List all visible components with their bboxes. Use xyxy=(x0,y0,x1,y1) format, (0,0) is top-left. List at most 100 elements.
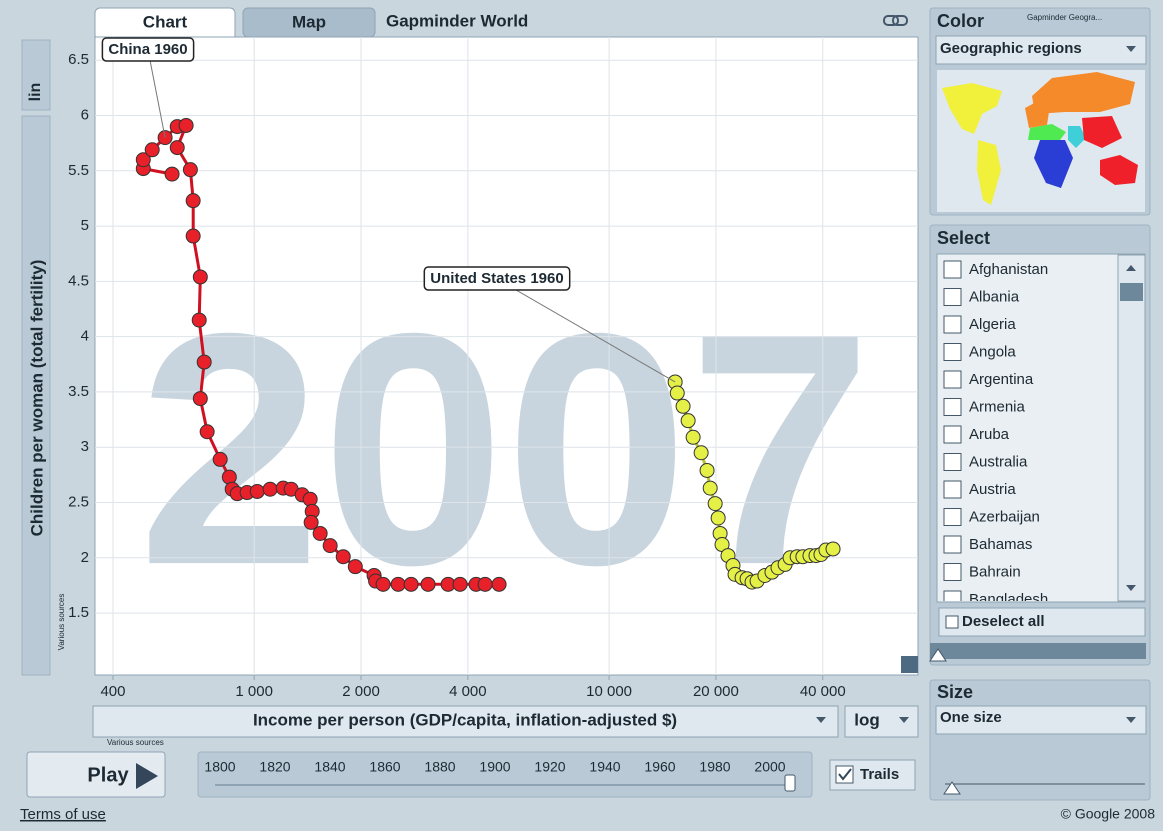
trail-point xyxy=(185,228,201,244)
x-tick-label: 400 xyxy=(100,683,125,700)
app-title: Gapminder World xyxy=(386,11,528,30)
scrollbar[interactable] xyxy=(1117,254,1146,602)
size-selection[interactable]: One size xyxy=(940,709,1002,726)
x-axis-selector[interactable] xyxy=(92,705,839,738)
y-scale-panel[interactable] xyxy=(21,39,51,111)
play-button[interactable] xyxy=(26,751,166,798)
select-title: Select xyxy=(937,228,990,248)
country-name[interactable]: Bangladesh xyxy=(969,591,1048,608)
trail-point xyxy=(302,491,318,507)
scroll-thumb[interactable] xyxy=(1120,283,1143,301)
link-icon[interactable] xyxy=(883,15,908,26)
country-name[interactable]: Afghanistan xyxy=(969,261,1048,278)
map-title: Gapminder Geogra... xyxy=(1027,13,1102,22)
country-checkbox[interactable] xyxy=(943,370,962,389)
country-checkbox[interactable] xyxy=(943,590,962,608)
country-checkbox[interactable] xyxy=(943,425,962,444)
resize-button[interactable] xyxy=(901,656,918,673)
color-selection[interactable]: Geographic regions xyxy=(940,40,1082,57)
country-name[interactable]: Bahamas xyxy=(969,536,1032,553)
trail-point xyxy=(182,162,198,178)
trail-point xyxy=(669,385,685,401)
trail-point xyxy=(322,538,338,554)
timeline-handle[interactable] xyxy=(784,774,796,792)
opacity-handle[interactable] xyxy=(929,648,947,662)
country-checkbox[interactable] xyxy=(943,343,962,361)
year-watermark: 2007 xyxy=(138,264,872,633)
country-checkbox[interactable] xyxy=(943,260,962,279)
play-label[interactable]: Play xyxy=(87,764,129,786)
x-scale-label[interactable]: log xyxy=(854,710,880,729)
scroll-down[interactable] xyxy=(1126,585,1136,591)
y-tick-label: 5 xyxy=(81,217,89,234)
trail-point xyxy=(347,559,363,575)
y-scale-label[interactable]: lin xyxy=(27,83,44,102)
country-checkbox[interactable] xyxy=(943,288,962,306)
country-checkbox[interactable] xyxy=(943,315,962,334)
dropdown-arrow[interactable] xyxy=(816,717,826,723)
x-tick-label: 1 000 xyxy=(235,683,273,700)
country-checkbox[interactable] xyxy=(943,535,962,554)
country-name[interactable]: Angola xyxy=(969,343,1016,360)
country-name[interactable]: Albania xyxy=(969,288,1020,305)
scroll-up[interactable] xyxy=(1126,265,1136,271)
trail-point xyxy=(452,576,468,592)
country-checkbox[interactable] xyxy=(943,453,962,471)
deselect-checkbox[interactable] xyxy=(945,615,959,629)
y-tick-label: 6.5 xyxy=(68,51,89,68)
country-name[interactable]: Argentina xyxy=(969,371,1034,388)
dropdown-arrow[interactable] xyxy=(899,717,909,723)
color-title: Color xyxy=(937,11,984,31)
x-tick-label: 4 000 xyxy=(449,683,487,700)
play-icon[interactable] xyxy=(136,763,158,789)
color-selector[interactable] xyxy=(935,35,1147,65)
y-axis-panel[interactable] xyxy=(21,115,51,676)
trail-point xyxy=(185,193,201,209)
size-selector[interactable] xyxy=(935,705,1147,735)
trails-label[interactable]: Trails xyxy=(860,766,899,783)
plot: 2007 xyxy=(95,37,918,675)
tab-label[interactable]: Map xyxy=(292,12,326,31)
trail-point xyxy=(477,576,493,592)
y-axis-label[interactable]: Children per woman (total fertility) xyxy=(27,260,46,537)
dropdown-arrow[interactable] xyxy=(1126,717,1136,723)
timeline-label: 1960 xyxy=(644,759,675,775)
country-checkbox[interactable] xyxy=(943,398,962,416)
size-handle[interactable] xyxy=(943,781,961,795)
check-mark xyxy=(838,768,852,781)
trail-point xyxy=(375,576,391,592)
sources-note[interactable]: Various sources xyxy=(107,738,164,747)
country-name[interactable]: Austria xyxy=(969,481,1016,498)
country-checkbox[interactable] xyxy=(943,563,962,581)
sources-note[interactable]: Various sources xyxy=(57,594,66,651)
trail-point xyxy=(825,541,841,557)
country-checkbox[interactable] xyxy=(943,480,962,499)
trail-point xyxy=(680,413,696,429)
y-tick-label: 2.5 xyxy=(68,493,89,510)
country-name[interactable]: Algeria xyxy=(969,316,1016,333)
x-scale-selector[interactable] xyxy=(844,705,919,738)
country-checkbox[interactable] xyxy=(943,508,962,526)
trail-point xyxy=(335,549,351,565)
country-list xyxy=(936,253,1146,603)
opacity-slider[interactable] xyxy=(930,643,1146,659)
copyright: © Google 2008 xyxy=(1061,806,1156,822)
country-name[interactable]: Bahrain xyxy=(969,563,1021,580)
annotation-box xyxy=(423,266,571,291)
country-name[interactable]: Aruba xyxy=(969,426,1010,443)
country-name[interactable]: Armenia xyxy=(969,398,1026,415)
country-name[interactable]: Australia xyxy=(969,453,1028,470)
trail-point xyxy=(212,451,228,467)
trail-point xyxy=(491,576,507,592)
country-name[interactable]: Azerbaijan xyxy=(969,508,1040,525)
trail-point xyxy=(199,424,215,440)
tab-label[interactable]: Chart xyxy=(143,12,188,31)
deselect-button[interactable] xyxy=(938,607,1146,637)
x-axis-label[interactable]: Income per person (GDP/capita, inflation… xyxy=(253,710,677,729)
terms-link[interactable]: Terms of use xyxy=(20,806,106,823)
dropdown-arrow[interactable] xyxy=(1126,46,1136,52)
trail-point xyxy=(192,391,208,407)
x-tick-label: 10 000 xyxy=(586,683,632,700)
annotation-pointer xyxy=(496,278,676,383)
deselect-label[interactable]: Deselect all xyxy=(962,613,1045,630)
